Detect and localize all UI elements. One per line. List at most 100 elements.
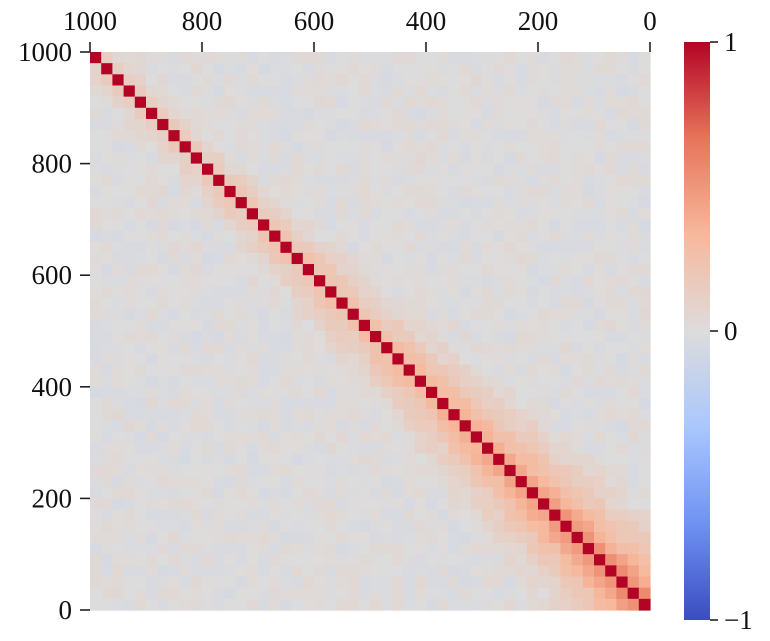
heatmap-cell — [526, 386, 539, 399]
heatmap-cell — [549, 598, 561, 611]
heatmap-cell — [370, 230, 382, 243]
heatmap-cell — [347, 174, 360, 187]
heatmap-cell — [482, 397, 494, 410]
heatmap-cell — [325, 353, 337, 366]
heatmap-cell — [90, 420, 102, 433]
heatmap-cell — [123, 431, 136, 444]
heatmap-cell — [437, 185, 449, 198]
heatmap-cell — [538, 275, 550, 287]
heatmap-cell — [246, 453, 259, 466]
heatmap-cell — [235, 219, 248, 232]
heatmap-cell — [168, 286, 181, 299]
heatmap-cell — [90, 208, 102, 220]
heatmap-cell — [459, 442, 472, 455]
heatmap-cell — [190, 130, 203, 142]
heatmap-cell — [101, 453, 113, 466]
heatmap-cell — [202, 252, 214, 265]
heatmap-cell — [448, 431, 461, 444]
heatmap-cell — [448, 74, 461, 87]
heatmap-cell — [403, 152, 416, 165]
heatmap-cell — [269, 197, 281, 209]
heatmap-cell — [90, 96, 102, 109]
heatmap-cell — [381, 442, 393, 455]
heatmap-cell — [426, 208, 438, 220]
heatmap-cell — [392, 498, 405, 511]
heatmap-cell — [459, 141, 472, 154]
heatmap-cell — [314, 386, 326, 399]
heatmap-cell — [470, 208, 483, 220]
heatmap-cell — [358, 554, 371, 566]
heatmap-cell — [280, 420, 293, 433]
heatmap-cell — [560, 453, 573, 466]
heatmap-cell — [134, 342, 147, 354]
heatmap-cell — [90, 107, 102, 120]
heatmap-cell — [493, 576, 505, 589]
heatmap-cell — [246, 319, 259, 332]
heatmap-cell — [101, 141, 113, 154]
heatmap-cell — [381, 74, 393, 87]
heatmap-cell — [314, 241, 326, 254]
heatmap-cell — [526, 241, 539, 254]
heatmap-cell — [549, 163, 561, 176]
heatmap-cell — [112, 342, 125, 354]
heatmap-cell — [101, 130, 113, 142]
heatmap-cell — [571, 565, 584, 578]
heatmap-cell — [470, 353, 483, 366]
heatmap-cell — [336, 230, 349, 243]
heatmap-cell — [638, 219, 651, 232]
heatmap-cell — [280, 197, 293, 209]
heatmap-cell — [325, 152, 337, 165]
heatmap-cell — [538, 353, 550, 366]
heatmap-cell — [179, 152, 192, 165]
heatmap-cell — [403, 487, 416, 499]
heatmap-cell — [549, 375, 561, 388]
heatmap-cell — [157, 197, 169, 209]
heatmap-cell — [560, 230, 573, 243]
heatmap-cell — [168, 52, 181, 64]
heatmap-cell — [123, 386, 136, 399]
heatmap-cell — [493, 386, 505, 399]
heatmap-cell — [269, 118, 281, 131]
heatmap-cell — [582, 397, 595, 410]
heatmap-cell — [213, 576, 225, 589]
heatmap-cell — [101, 509, 113, 522]
heatmap-cell — [269, 520, 281, 533]
heatmap-cell — [90, 409, 102, 421]
heatmap-cell — [403, 308, 416, 321]
heatmap-cell — [157, 598, 169, 611]
heatmap-cell — [90, 386, 102, 399]
heatmap-cell — [515, 331, 528, 343]
heatmap-cell — [258, 286, 270, 299]
heatmap-cell — [258, 118, 270, 131]
heatmap-cell — [358, 543, 371, 555]
heatmap-cell — [347, 598, 360, 611]
heatmap-cell — [235, 319, 248, 332]
heatmap-cell — [347, 476, 360, 488]
heatmap-cell — [594, 275, 606, 287]
heatmap-cell — [403, 275, 416, 287]
heatmap-cell — [549, 152, 561, 165]
heatmap-cell — [582, 163, 595, 176]
heatmap-cell — [470, 587, 483, 600]
heatmap-cell — [448, 163, 461, 176]
heatmap-cell — [246, 141, 259, 154]
heatmap-cell — [594, 476, 606, 488]
heatmap-cell — [627, 531, 640, 544]
heatmap-cell — [168, 219, 181, 232]
heatmap-cell — [258, 297, 270, 310]
heatmap-cell — [605, 487, 617, 499]
heatmap-cell — [616, 308, 629, 321]
heatmap-cell — [280, 174, 293, 187]
heatmap-cell — [269, 509, 281, 522]
heatmap-cell — [605, 386, 617, 399]
heatmap-cell — [336, 63, 349, 75]
heatmap-cell — [146, 386, 158, 399]
heatmap-cell — [549, 397, 561, 410]
heatmap-cell — [269, 464, 281, 477]
heatmap-cell — [101, 543, 113, 555]
heatmap-cell — [370, 498, 382, 511]
heatmap-cell — [202, 174, 214, 187]
heatmap-cell — [437, 565, 449, 578]
heatmap-cell — [134, 442, 147, 455]
heatmap-cell — [134, 409, 147, 421]
